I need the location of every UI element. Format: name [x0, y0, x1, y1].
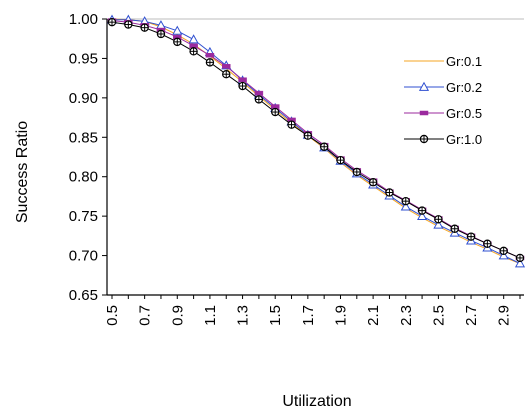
data-point — [221, 64, 231, 69]
data-point — [417, 210, 428, 221]
x-tick-label: 0.7 — [137, 305, 154, 326]
legend-label: Gr:1.0 — [446, 132, 482, 147]
series-layer — [106, 14, 526, 268]
x-tick-label: 2.5 — [430, 305, 447, 326]
x-tick-label: 2.9 — [496, 305, 513, 326]
x-tick-label: 0.5 — [104, 305, 121, 326]
data-point — [238, 77, 247, 82]
y-tick-label: 0.85 — [69, 129, 98, 146]
x-axis-title: Utilization — [282, 393, 351, 410]
x-tick-label: 2.7 — [463, 305, 480, 326]
data-point — [433, 219, 444, 229]
x-tick-label: 1.1 — [202, 305, 219, 326]
series-gr-1-0 — [107, 17, 525, 263]
y-tick-label: 1.00 — [69, 11, 98, 28]
legend-label: Gr:0.1 — [446, 54, 482, 69]
x-tick-label: 1.7 — [300, 305, 317, 326]
data-point — [188, 34, 199, 44]
legend-item: Gr:1.0 — [404, 132, 482, 147]
legend-label: Gr:0.5 — [446, 106, 482, 121]
data-point — [514, 258, 526, 268]
legend-label: Gr:0.2 — [446, 80, 482, 95]
x-tick-label: 1.3 — [235, 305, 252, 326]
x-tick-label: 2.3 — [398, 305, 415, 326]
y-tick-label: 0.80 — [69, 169, 98, 186]
y-tick-label: 0.90 — [69, 90, 98, 107]
y-tick-label: 0.95 — [69, 50, 98, 67]
legend-marker — [418, 81, 430, 91]
y-tick-label: 0.65 — [69, 287, 98, 304]
legend-item: Gr:0.5 — [404, 106, 482, 121]
x-tick-label: 2.1 — [365, 305, 382, 326]
data-point — [254, 90, 264, 96]
x-tick-label: 0.9 — [169, 305, 186, 326]
legend-marker — [419, 110, 429, 116]
x-tick-label: 1.9 — [332, 305, 349, 326]
data-point — [172, 25, 183, 35]
y-tick-label: 0.75 — [69, 208, 98, 225]
legend-item: Gr:0.1 — [404, 54, 482, 69]
legend: Gr:0.1 Gr:0.2 Gr:0.5 Gr:1.0 — [404, 54, 482, 147]
x-tick-label: 1.5 — [267, 305, 284, 326]
data-point — [205, 53, 215, 58]
data-point — [400, 201, 411, 211]
y-tick-label: 0.70 — [69, 248, 98, 265]
data-point — [498, 250, 509, 260]
axes: 0.65 0.70 0.75 0.80 0.85 0.90 0.95 1.00 0.5 0.7 0.… — [69, 11, 524, 326]
y-axis-title: Success Ratio — [14, 121, 31, 223]
legend-item: Gr:0.2 — [404, 80, 482, 95]
